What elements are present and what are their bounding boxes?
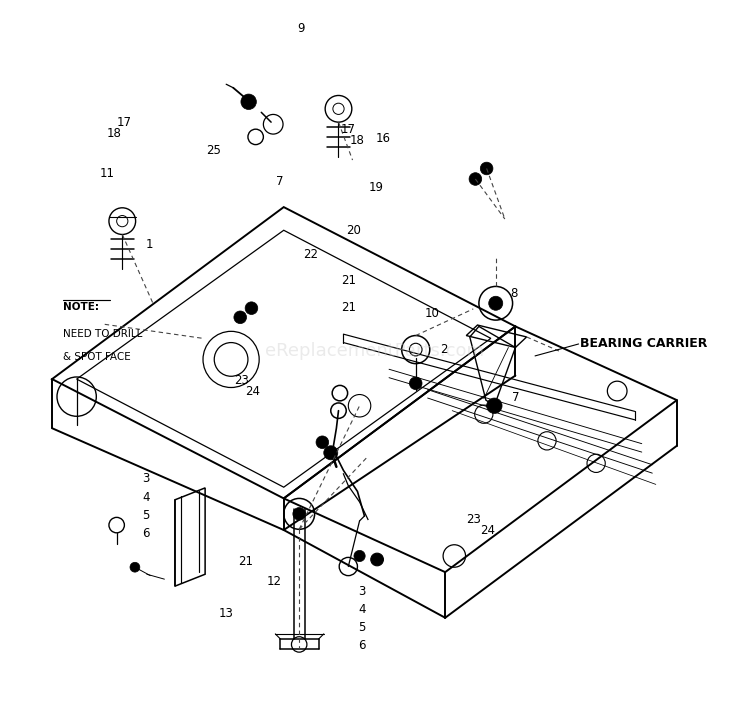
Text: BEARING CARRIER: BEARING CARRIER — [580, 338, 707, 350]
Circle shape — [410, 377, 422, 390]
Text: 19: 19 — [369, 181, 384, 194]
Circle shape — [370, 553, 383, 566]
Circle shape — [234, 311, 247, 324]
Text: 23: 23 — [466, 513, 481, 526]
Text: 8: 8 — [510, 287, 518, 300]
Text: 24: 24 — [245, 385, 260, 397]
Text: eReplacementParts.com: eReplacementParts.com — [266, 342, 484, 360]
Text: NOTE:: NOTE: — [62, 302, 98, 312]
Text: 3: 3 — [142, 472, 149, 485]
Text: 2: 2 — [440, 343, 448, 356]
Text: 4: 4 — [142, 491, 149, 503]
Circle shape — [245, 302, 258, 314]
Circle shape — [324, 446, 338, 460]
Text: 16: 16 — [376, 133, 391, 145]
Circle shape — [480, 162, 493, 175]
Text: 9: 9 — [298, 22, 305, 34]
Text: 17: 17 — [340, 123, 356, 135]
Text: 18: 18 — [106, 127, 122, 140]
Text: NEED TO DRILL: NEED TO DRILL — [62, 329, 142, 338]
Text: 21: 21 — [238, 555, 254, 568]
Circle shape — [487, 398, 502, 413]
Text: 22: 22 — [303, 248, 318, 260]
Circle shape — [130, 562, 140, 572]
Text: 12: 12 — [266, 575, 281, 588]
Text: 3: 3 — [358, 585, 365, 597]
Text: 6: 6 — [142, 527, 149, 540]
Text: 7: 7 — [276, 175, 284, 187]
Circle shape — [354, 550, 365, 562]
Text: 13: 13 — [219, 607, 233, 620]
Text: 5: 5 — [358, 621, 365, 634]
Text: 4: 4 — [358, 603, 366, 616]
Text: 11: 11 — [99, 167, 114, 180]
Circle shape — [241, 94, 256, 110]
Text: 5: 5 — [142, 509, 149, 522]
Text: 6: 6 — [358, 640, 366, 652]
Circle shape — [489, 296, 502, 310]
Text: 23: 23 — [234, 374, 249, 387]
Text: 20: 20 — [346, 224, 362, 237]
Circle shape — [316, 436, 328, 449]
Text: 17: 17 — [116, 116, 131, 128]
Text: 25: 25 — [206, 144, 221, 157]
Text: 1: 1 — [146, 238, 153, 251]
Text: 24: 24 — [480, 524, 495, 537]
Text: 18: 18 — [350, 134, 364, 147]
Text: 21: 21 — [340, 274, 356, 287]
Text: 10: 10 — [425, 307, 440, 319]
Text: 7: 7 — [512, 391, 519, 404]
Circle shape — [292, 508, 305, 520]
Text: 21: 21 — [340, 301, 356, 314]
Text: & SPOT FACE: & SPOT FACE — [62, 352, 130, 362]
Circle shape — [469, 173, 482, 185]
